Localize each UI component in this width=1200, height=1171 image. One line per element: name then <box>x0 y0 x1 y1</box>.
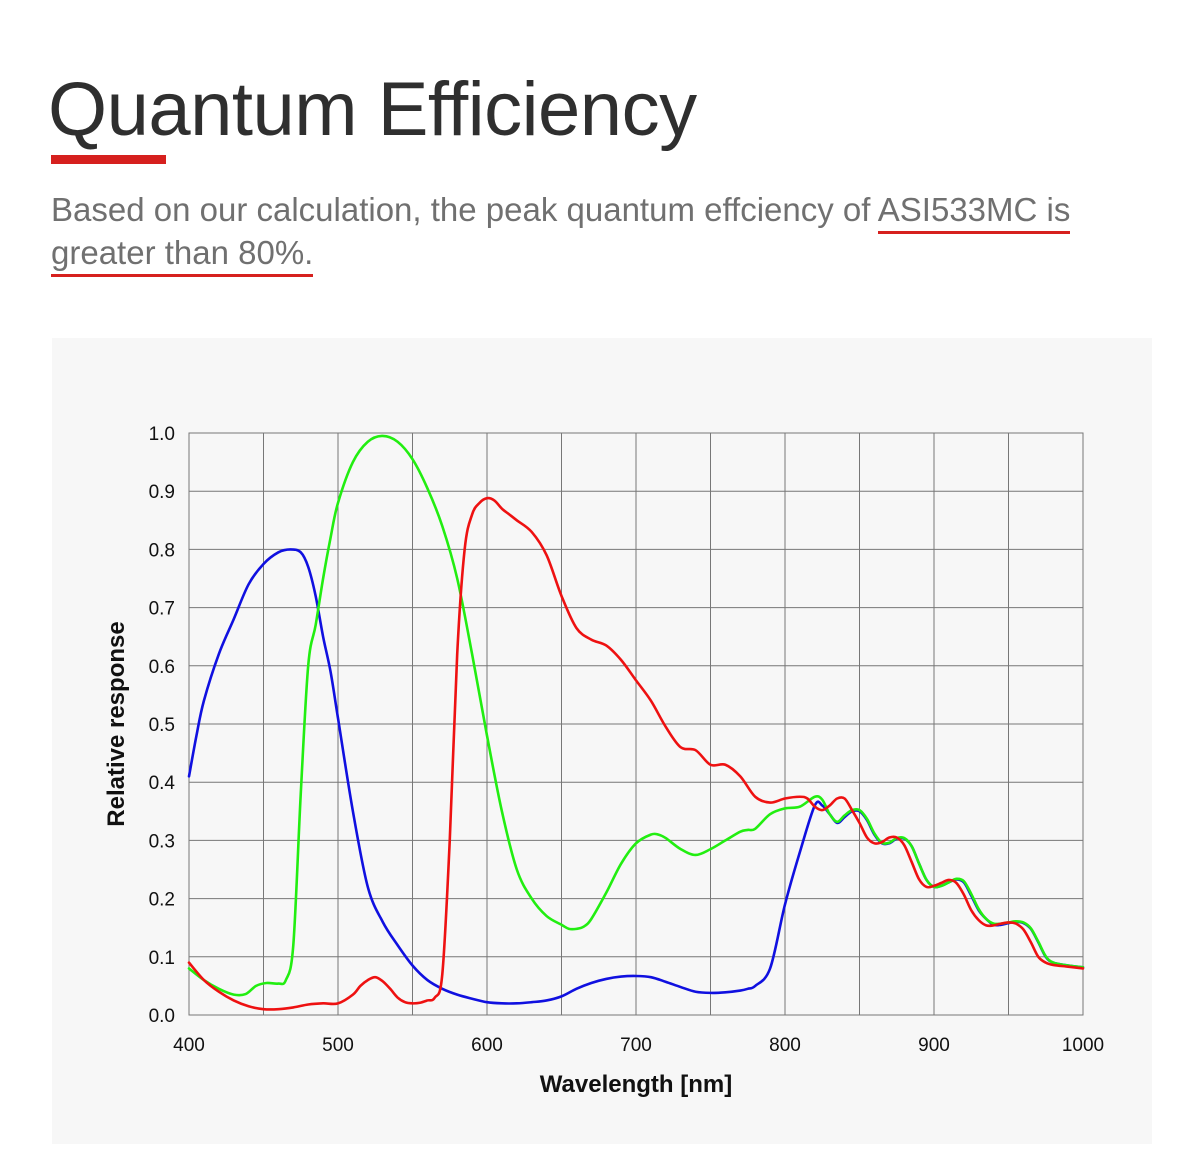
y-tick-label: 0.8 <box>149 540 175 561</box>
y-tick-label: 0.2 <box>149 890 175 911</box>
x-tick-label: 500 <box>322 1035 354 1056</box>
series-line-green <box>187 434 1085 997</box>
subtitle-text: Based on our calculation, the peak quant… <box>51 191 878 228</box>
subtitle: Based on our calculation, the peak quant… <box>51 188 1151 277</box>
y-tick-label: 0.1 <box>149 948 175 969</box>
x-tick-label: 800 <box>769 1035 801 1056</box>
page-title: Quantum Efficiency <box>48 67 697 152</box>
subtitle-highlight-value: greater than 80%. <box>51 234 314 277</box>
x-tick-label: 700 <box>620 1035 652 1056</box>
y-tick-label: 0.3 <box>149 831 175 852</box>
title-accent-bar <box>51 155 166 164</box>
y-tick-label: 0.6 <box>149 657 175 678</box>
x-tick-label: 600 <box>471 1035 503 1056</box>
plot-frame <box>188 432 1084 1016</box>
grid <box>188 432 1084 1016</box>
x-tick-labels: 400 500 600 700 800 900 1000 <box>173 1035 1104 1056</box>
x-tick-label: 400 <box>173 1035 205 1056</box>
x-axis-label: Wavelength [nm] <box>540 1071 732 1098</box>
y-tick-label: 0.0 <box>149 1006 175 1027</box>
y-tick-label: 0.9 <box>149 482 175 503</box>
y-tick-labels: 0.0 0.1 0.2 0.3 0.4 0.5 0.6 0.7 0.8 0.9 1.0 <box>149 424 176 1027</box>
y-tick-label: 1.0 <box>149 424 175 445</box>
y-axis-label: Relative response <box>103 621 130 826</box>
y-tick-label: 0.7 <box>149 599 175 620</box>
qe-chart: 400 500 600 700 800 900 1000 0.00.10.20.30.40.… <box>103 424 1104 1098</box>
x-tick-label: 900 <box>918 1035 950 1056</box>
qe-chart-panel: 400 500 600 700 800 900 1000 0.0 0.1 0.2 0.3 0.4 0.… <box>52 338 1152 1144</box>
series-line-red <box>187 496 1085 1011</box>
series-lines <box>187 434 1085 1011</box>
y-tick-label: 0.4 <box>149 773 176 794</box>
y-tick-label: 0.5 <box>149 715 175 736</box>
subtitle-highlight-model: ASI533MC is <box>877 191 1071 234</box>
x-tick-label: 1000 <box>1062 1035 1104 1056</box>
